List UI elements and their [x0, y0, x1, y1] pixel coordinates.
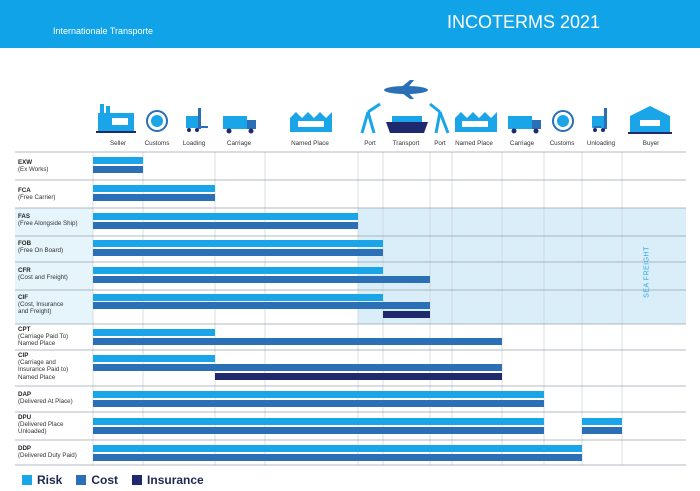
- bar-dap-cost: [93, 400, 544, 407]
- row-label-cpt: CPT (Carriage Paid To) Named Place: [18, 326, 69, 348]
- header-bar: Internationale Transporte INCOTERMS 2021: [0, 0, 700, 48]
- ship-icon: [386, 116, 428, 133]
- bar-cfr-risk: [93, 267, 383, 274]
- bar-fas-risk: [93, 213, 358, 220]
- row-label-cif: CIF (Cost, Insurance and Freight): [18, 294, 64, 316]
- row-label-ddp: DDP (Delivered Duty Paid): [18, 445, 77, 460]
- page-title: INCOTERMS 2021: [447, 12, 601, 32]
- bar-cip-risk: [93, 355, 215, 362]
- col-port: Port: [364, 140, 376, 147]
- row-label-dap: DAP (Delivered At Place): [18, 391, 73, 406]
- truck-icon-2: [508, 116, 541, 134]
- plane-icon: [384, 80, 428, 99]
- col-customs: Customs: [144, 140, 170, 147]
- bar-cpt-risk: [93, 329, 215, 336]
- col-port-2: Port: [434, 140, 446, 147]
- bar-cpt-cost: [93, 338, 502, 345]
- customs-icon-2: [552, 110, 574, 132]
- legend-cost: Cost: [76, 473, 118, 487]
- customs-icon: [146, 110, 168, 132]
- row-separators: [15, 151, 686, 466]
- bar-dpu-cost-a: [93, 427, 544, 434]
- forklift-icon: [186, 108, 208, 132]
- col-carriage-2: Carriage: [509, 140, 535, 147]
- header-subtitle: Internationale Transporte: [53, 26, 154, 36]
- legend-risk-label: Risk: [37, 473, 63, 487]
- col-named-place-2: Named Place: [455, 140, 493, 147]
- bar-cip-cost: [93, 364, 502, 371]
- legend-cost-swatch: [76, 475, 87, 485]
- bar-fas-cost: [93, 222, 358, 229]
- col-loading: Loading: [182, 140, 206, 147]
- sea-freight-band-left: [15, 208, 93, 324]
- row-label-cip: CIP (Carriage and Insurance Paid to) Name…: [18, 352, 69, 381]
- legend-risk-swatch: [22, 475, 32, 485]
- sea-freight-label: SEA FREIGHT: [643, 246, 651, 298]
- bar-dpu-risk-a: [93, 418, 544, 425]
- warehouse-icon: [290, 112, 332, 132]
- col-named-place: Named Place: [291, 140, 329, 147]
- legend-cost-label: Cost: [91, 473, 119, 487]
- crane-icon-2: [429, 102, 450, 134]
- col-customs-2: Customs: [549, 140, 575, 147]
- bar-fob-cost: [93, 249, 383, 256]
- row-label-fob: FOB (Free On Board): [18, 240, 64, 255]
- row-label-exw: EXW (Ex Works): [18, 159, 49, 174]
- row-label-dpu: DPU (Delivered Place Unloaded): [18, 414, 64, 436]
- bar-ddp-cost: [93, 454, 582, 461]
- bar-fob-risk: [93, 240, 383, 247]
- bar-ddp-risk: [93, 445, 582, 452]
- col-transport: Transport: [392, 140, 420, 147]
- legend-insurance-label: Insurance: [147, 473, 204, 487]
- truck-icon: [223, 116, 256, 134]
- legend: Risk Cost Insurance: [22, 472, 204, 488]
- bar-dpu-cost-b: [582, 427, 622, 434]
- col-unloading: Unloading: [586, 140, 616, 147]
- bar-exw-cost: [93, 166, 143, 173]
- legend-insurance-swatch: [132, 475, 143, 485]
- factory-icon-2: [628, 106, 672, 134]
- row-label-fas: FAS (Free Alongside Ship): [18, 213, 78, 228]
- bar-cif-risk: [93, 294, 383, 301]
- bar-dpu-risk-b: [582, 418, 622, 425]
- legend-risk: Risk: [22, 473, 62, 487]
- bars: [93, 157, 622, 461]
- factory-icon: [96, 104, 136, 133]
- bar-dap-risk: [93, 391, 544, 398]
- forklift-icon-2: [592, 108, 607, 132]
- bar-cif-cost: [93, 302, 430, 309]
- col-buyer: Buyer: [642, 140, 660, 147]
- bar-fca-risk: [93, 185, 215, 192]
- bar-exw-risk: [93, 157, 143, 164]
- col-seller: Seller: [109, 140, 127, 147]
- legend-insurance: Insurance: [132, 473, 204, 487]
- bar-cip-insurance: [215, 373, 502, 380]
- col-carriage: Carriage: [226, 140, 252, 147]
- bar-cif-insurance: [383, 311, 430, 318]
- row-label-fca: FCA (Free Carrier): [18, 187, 56, 202]
- bar-fca-cost: [93, 194, 215, 201]
- bar-cfr-cost: [93, 276, 430, 283]
- warehouse-icon-2: [455, 112, 497, 132]
- row-label-cfr: CFR (Cost and Freight): [18, 267, 68, 282]
- crane-icon: [360, 102, 381, 134]
